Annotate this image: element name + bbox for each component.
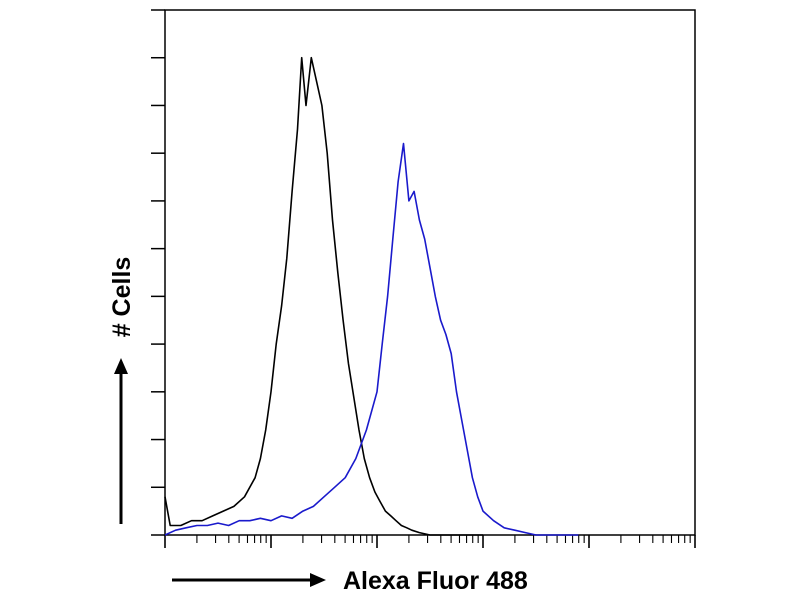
y-axis-title: # Cells bbox=[108, 257, 136, 338]
histogram-series-1 bbox=[164, 56, 483, 536]
histogram-series-2 bbox=[164, 142, 579, 536]
x-axis-title: Alexa Fluor 488 bbox=[343, 567, 528, 595]
y-axis-ticks bbox=[151, 9, 165, 536]
y-axis-arrow bbox=[114, 358, 128, 524]
x-axis-arrow bbox=[172, 573, 326, 587]
plot-area-border bbox=[164, 9, 696, 536]
plot-frame bbox=[164, 9, 696, 536]
series-layer bbox=[164, 56, 579, 536]
x-axis-ticks bbox=[164, 535, 696, 548]
